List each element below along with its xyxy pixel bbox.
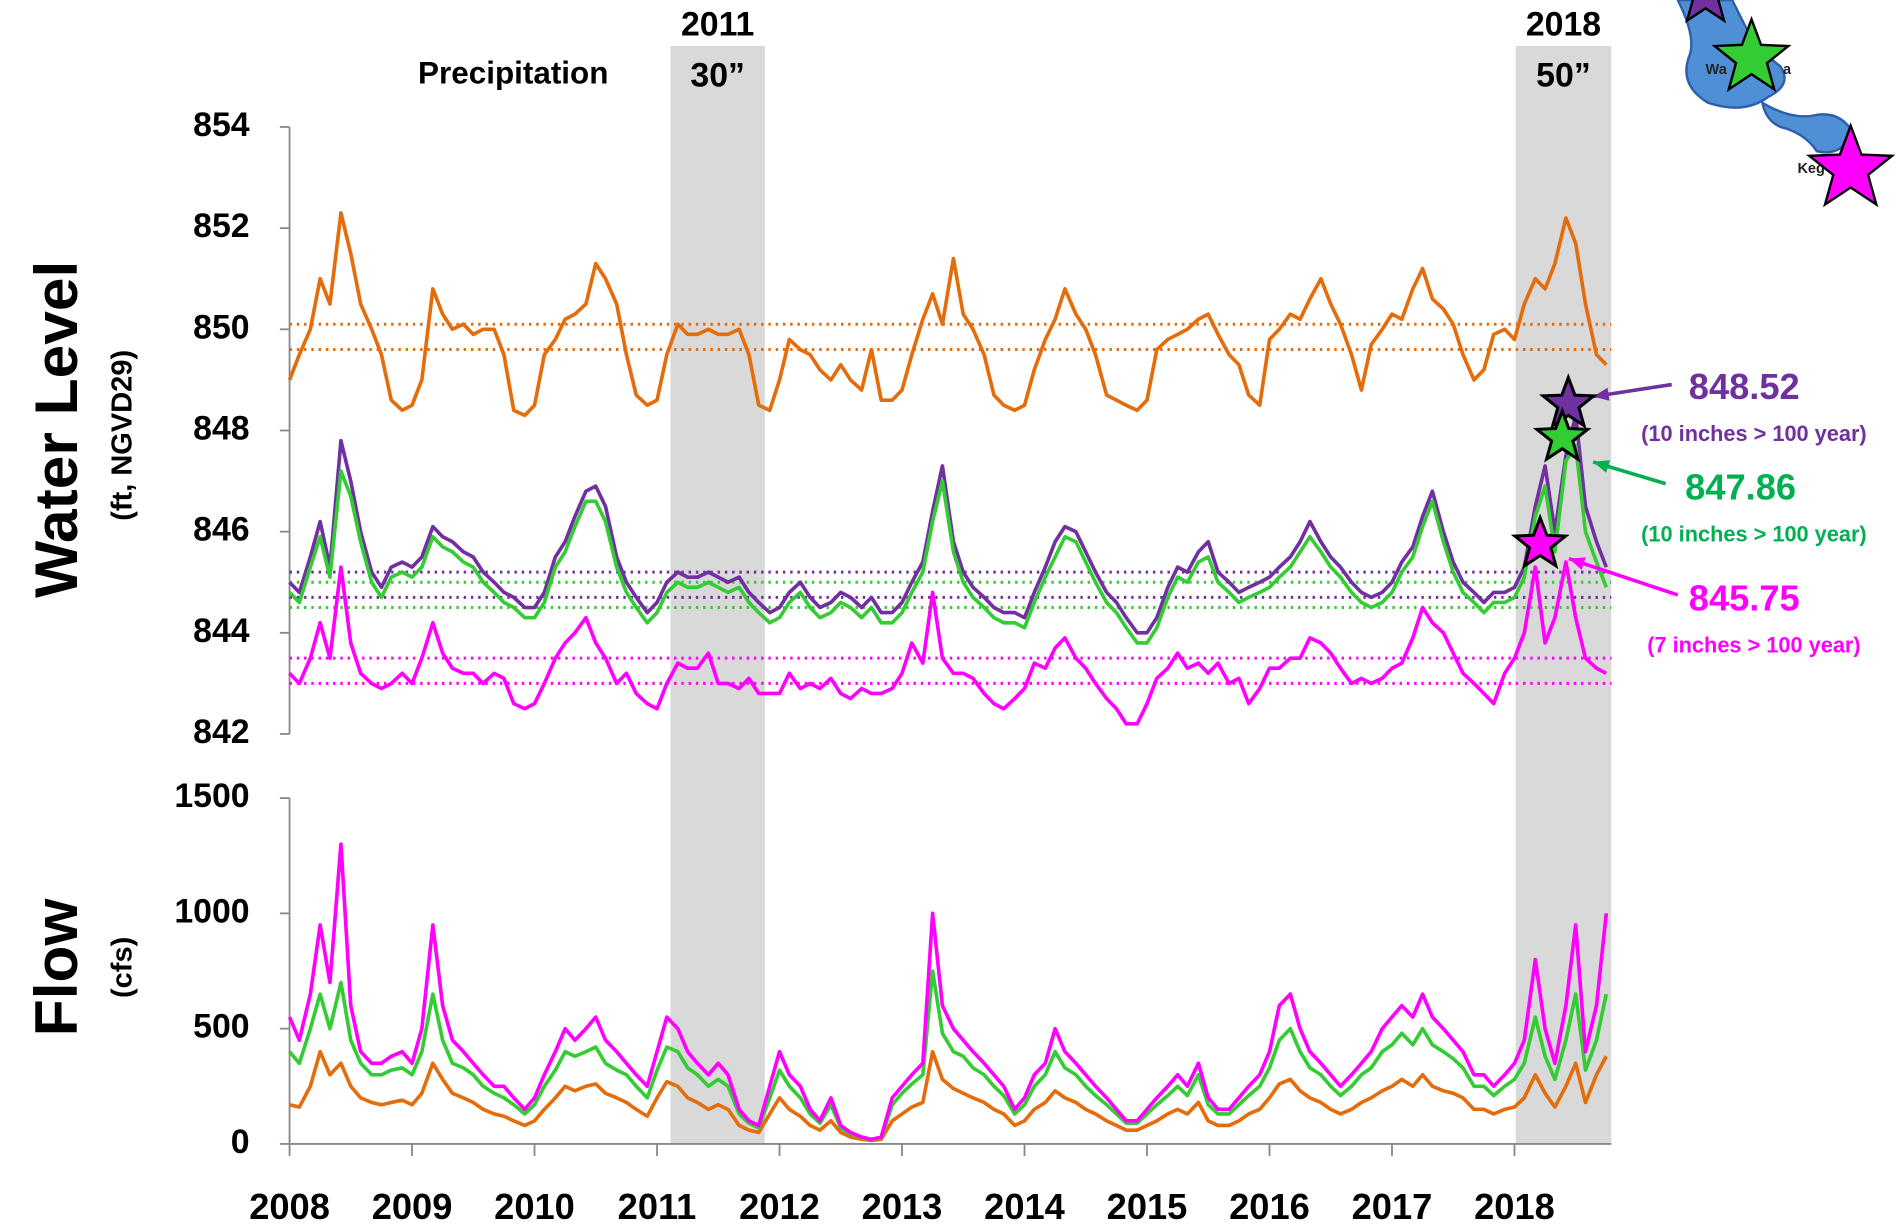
- x-tick-label: 2010: [494, 1186, 575, 1227]
- x-tick-label: 2009: [372, 1186, 453, 1227]
- x-tick-label: 2015: [1107, 1186, 1188, 1227]
- map-star: [1711, 15, 1792, 93]
- y-axis-subtitle: (cfs): [107, 937, 139, 998]
- x-tick-label: 2017: [1352, 1186, 1433, 1227]
- y-tick-label: 848: [193, 409, 249, 447]
- annotation-value: 848.52: [1689, 366, 1800, 407]
- y-axis-subtitle: (ft, NGVD29): [107, 350, 139, 521]
- annotation-arrow: [1568, 556, 1679, 597]
- x-tick-label: 2011: [618, 1186, 697, 1227]
- map-star: [1685, 0, 1727, 24]
- y-tick-label: 500: [193, 1008, 249, 1046]
- series-line: [288, 443, 1608, 645]
- map-label: a: [1783, 62, 1792, 78]
- y-tick-label: 846: [193, 511, 249, 549]
- x-tick-label: 2013: [862, 1186, 943, 1227]
- y-axis-title: Flow: [22, 898, 90, 1037]
- x-tick-label: 2016: [1229, 1186, 1310, 1227]
- annotation-star: [1538, 373, 1598, 430]
- y-tick-label: 852: [193, 207, 249, 245]
- arrow-head: [1593, 460, 1610, 473]
- map-label: Wa: [1706, 62, 1728, 78]
- y-tick-label: 844: [193, 612, 250, 650]
- shade-year: 2011: [681, 6, 754, 44]
- annotation-star: [1510, 513, 1570, 570]
- shaded-regions: [670, 45, 1612, 1144]
- series-line: [288, 969, 1609, 1142]
- y-tick-label: 842: [193, 713, 249, 751]
- annotation-value: 845.75: [1689, 578, 1800, 619]
- y-tick-label: 850: [193, 308, 249, 346]
- shade-precip: 50”: [1536, 56, 1591, 94]
- annotation-note: (10 inches > 100 year): [1641, 521, 1867, 546]
- series-line: [287, 211, 1608, 418]
- x-tick-label: 2018: [1474, 1186, 1555, 1227]
- y-axis-title: Water Level: [22, 261, 90, 598]
- map-inset: Wa a Keg: [1676, 0, 1896, 208]
- y-tick-label: 1500: [174, 777, 249, 815]
- arrow-head: [1568, 557, 1586, 570]
- precip-label: Precipitation: [418, 55, 608, 90]
- x-tick-label: 2014: [984, 1186, 1065, 1227]
- y-tick-label: 854: [193, 106, 250, 144]
- x-tick-label: 2008: [249, 1186, 330, 1227]
- shade-year: 2018: [1526, 6, 1601, 44]
- lake: [1760, 100, 1855, 154]
- annotation-value: 847.86: [1685, 466, 1796, 507]
- annotation-star: [1532, 406, 1592, 463]
- series-line: [287, 842, 1609, 1142]
- x-tick-label: 2012: [739, 1186, 820, 1227]
- map-star: [1806, 122, 1896, 208]
- series-line: [288, 560, 1608, 726]
- y-tick-label: 0: [231, 1123, 250, 1161]
- shade-precip: 30”: [690, 56, 745, 94]
- arrow-head: [1593, 387, 1610, 401]
- y-tick-label: 1000: [174, 892, 249, 930]
- map-label: Keg: [1797, 161, 1824, 177]
- annotation-note: (10 inches > 100 year): [1641, 421, 1867, 446]
- annotation-note: (7 inches > 100 year): [1647, 633, 1860, 658]
- series-line: [288, 413, 1608, 635]
- series-line: [289, 1049, 1608, 1143]
